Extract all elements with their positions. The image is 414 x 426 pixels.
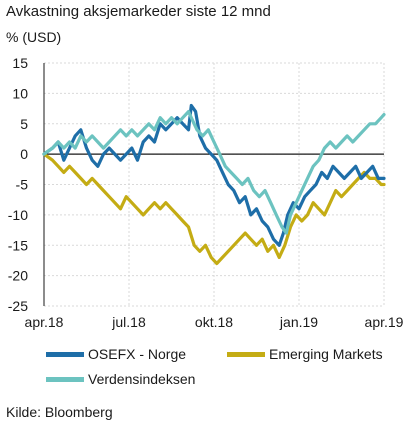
series-line-2 bbox=[42, 110, 386, 235]
series-line-0 bbox=[42, 103, 386, 247]
x-tick-label: okt.18 bbox=[195, 314, 233, 330]
legend-swatch-emerging bbox=[227, 351, 265, 357]
gridlines bbox=[43, 62, 385, 307]
y-tick-label: -10 bbox=[8, 207, 28, 223]
legend-label-emerging: Emerging Markets bbox=[269, 346, 383, 362]
y-tick-label: 0 bbox=[20, 146, 28, 162]
legend-item-osefx: OSEFX - Norge bbox=[46, 346, 186, 362]
x-tick-label: apr.19 bbox=[365, 314, 404, 330]
y-tick-label: 10 bbox=[12, 85, 28, 101]
y-tick-label: 5 bbox=[20, 116, 28, 132]
legend-label-verdens: Verdensindeksen bbox=[88, 371, 196, 387]
y-tick-label: -15 bbox=[8, 237, 28, 253]
legend-label-osefx: OSEFX - Norge bbox=[88, 346, 187, 362]
y-tick-label: -20 bbox=[8, 268, 28, 284]
series-line-1 bbox=[42, 152, 386, 266]
x-axis-ticks: apr.18 jul.18 okt.18 jan.19 apr.19 bbox=[25, 314, 404, 330]
legend-swatch-verdens bbox=[46, 376, 84, 382]
zero-line bbox=[43, 63, 384, 306]
y-tick-label: -5 bbox=[16, 177, 29, 193]
legend-swatch-osefx bbox=[46, 351, 84, 357]
x-tick-label: apr.18 bbox=[25, 314, 64, 330]
chart-title: Avkastning aksjemarkeder siste 12 mnd bbox=[6, 3, 271, 20]
y-tick-label: -25 bbox=[8, 298, 28, 314]
series-lines bbox=[42, 103, 386, 266]
y-tick-label: 15 bbox=[12, 55, 28, 71]
source-note: Kilde: Bloomberg bbox=[6, 404, 113, 420]
legend-item-emerging: Emerging Markets bbox=[227, 346, 383, 362]
y-axis-ticks: 15 10 5 0 -5 -10 -15 -20 -25 bbox=[8, 55, 28, 314]
x-tick-label: jan.19 bbox=[279, 314, 318, 330]
x-tick-label: jul.18 bbox=[111, 314, 146, 330]
unit-label: % (USD) bbox=[6, 29, 62, 45]
legend-item-verdens: Verdensindeksen bbox=[46, 371, 195, 387]
